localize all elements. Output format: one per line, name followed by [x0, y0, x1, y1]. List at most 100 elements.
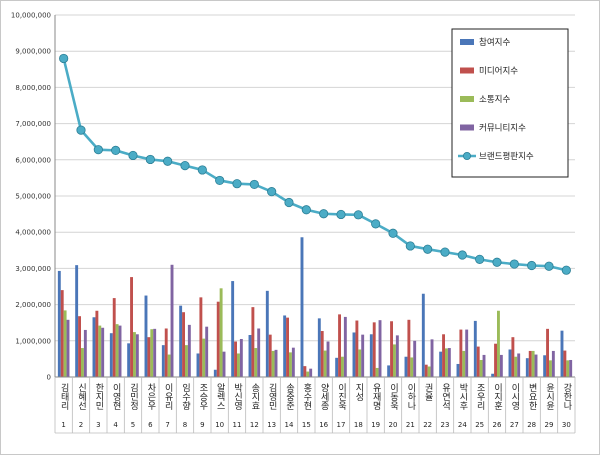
line-point-20 [388, 228, 398, 238]
bar-3-25 [479, 359, 483, 377]
bar-1-21 [404, 356, 408, 377]
bar-4-24 [465, 329, 469, 377]
x-category-number: 29 [545, 421, 554, 429]
line-point-14 [284, 197, 294, 208]
bar-2-5 [130, 277, 133, 377]
line-point-6 [145, 154, 155, 165]
bar-2-2 [78, 316, 81, 377]
legend-swatch-4 [460, 124, 474, 131]
bar-2-20 [390, 321, 393, 377]
x-axis: 김태리 1 신혜선 2 한지민 3 이영현 4 김민정 5 차은우 6 이유리 7 임수향 8 조승우 9 알렉스 1… [54, 376, 576, 434]
line-point-23 [440, 247, 450, 257]
x-category-number: 9 [200, 421, 204, 429]
x-category-number: 18 [354, 421, 363, 429]
bar-2-14 [286, 317, 289, 377]
x-category-label: 권율 [423, 382, 433, 401]
bar-2-24 [459, 329, 463, 377]
y-tick-label: 0 [47, 374, 51, 382]
bar-4-27 [517, 353, 521, 377]
line-point-28 [527, 260, 537, 271]
line-point-1 [59, 53, 69, 64]
bar-3-12 [254, 348, 258, 377]
x-category-label: 이시영 [509, 383, 519, 410]
bar-3-13 [271, 350, 275, 377]
x-category-number: 17 [337, 421, 346, 429]
bar-1-29 [543, 355, 547, 377]
line-point-2 [76, 125, 86, 135]
bar-4-13 [274, 349, 278, 377]
bar-2-29 [546, 328, 549, 377]
bar-3-20 [393, 344, 396, 377]
bar-1-17 [335, 357, 339, 377]
bar-1-20 [387, 365, 391, 377]
x-category-number: 22 [423, 421, 432, 429]
bar-2-26 [494, 343, 497, 377]
y-tick-label: 6,000,000 [15, 156, 51, 164]
bar-4-28 [534, 354, 538, 377]
bar-3-15 [306, 371, 310, 377]
bar-1-22 [421, 293, 425, 377]
line-point-5 [128, 150, 138, 161]
bar-4-3 [101, 327, 105, 377]
bar-1-13 [265, 290, 269, 377]
x-category-number: 6 [148, 421, 153, 429]
legend-swatch-2 [460, 67, 474, 74]
bar-1-18 [352, 332, 356, 377]
x-category-number: 21 [406, 421, 415, 429]
legend-label-1: 참여지수 [479, 37, 510, 48]
legend-label-3: 소통지수 [479, 95, 510, 105]
bar-2-3 [95, 310, 99, 377]
bar-3-29 [549, 360, 552, 377]
bar-3-14 [289, 352, 292, 377]
line-point-12 [249, 179, 259, 190]
bar-2-4 [112, 298, 116, 377]
bar-1-24 [456, 363, 460, 377]
bar-2-9 [199, 297, 203, 377]
x-category-label: 알렉스 [215, 383, 225, 410]
line-point-7 [163, 156, 173, 166]
bar-3-6 [150, 329, 154, 377]
bar-2-19 [372, 322, 376, 377]
bar-2-28 [528, 350, 532, 377]
bar-1-19 [369, 334, 373, 377]
x-category-number: 20 [389, 421, 398, 429]
bar-2-27 [511, 337, 515, 377]
bar-1-15 [300, 237, 304, 377]
bar-1-28 [525, 358, 529, 377]
legend-label-4: 커뮤니티지수 [479, 123, 526, 134]
line-point-22 [423, 244, 433, 254]
bar-1-7 [161, 345, 165, 377]
bar-3-7 [167, 354, 171, 377]
x-category-label: 김영민 [267, 382, 277, 410]
bar-1-5 [127, 343, 131, 377]
bar-4-30 [569, 359, 573, 377]
bar-1-14 [283, 315, 287, 377]
bar-3-3 [98, 325, 102, 377]
x-category-number: 30 [562, 421, 571, 429]
line-point-17 [336, 209, 346, 220]
x-category-number: 19 [371, 421, 380, 429]
x-category-label: 박시후 [457, 383, 467, 411]
bar-3-21 [410, 357, 414, 377]
bar-2-13 [268, 334, 272, 377]
bar-4-2 [83, 329, 87, 377]
x-category-number: 16 [319, 421, 328, 429]
bar-4-15 [309, 368, 313, 377]
bar-2-7 [164, 328, 168, 377]
bar-4-19 [378, 320, 382, 377]
bar-3-27 [514, 356, 518, 377]
x-category-number: 11 [233, 421, 242, 429]
x-category-label: 조승우 [197, 383, 207, 411]
bar-1-11 [231, 281, 235, 377]
bar-4-5 [135, 334, 139, 377]
x-category-number: 26 [493, 421, 502, 429]
x-category-label: 이지훈 [492, 383, 502, 410]
bar-4-7 [170, 264, 174, 377]
bar-3-2 [81, 348, 84, 377]
bar-1-6 [144, 295, 148, 377]
bar-1-3 [92, 317, 96, 377]
x-category-label: 김민정 [128, 382, 138, 410]
bar-3-10 [219, 288, 223, 377]
x-category-label: 송중준 [284, 383, 294, 410]
